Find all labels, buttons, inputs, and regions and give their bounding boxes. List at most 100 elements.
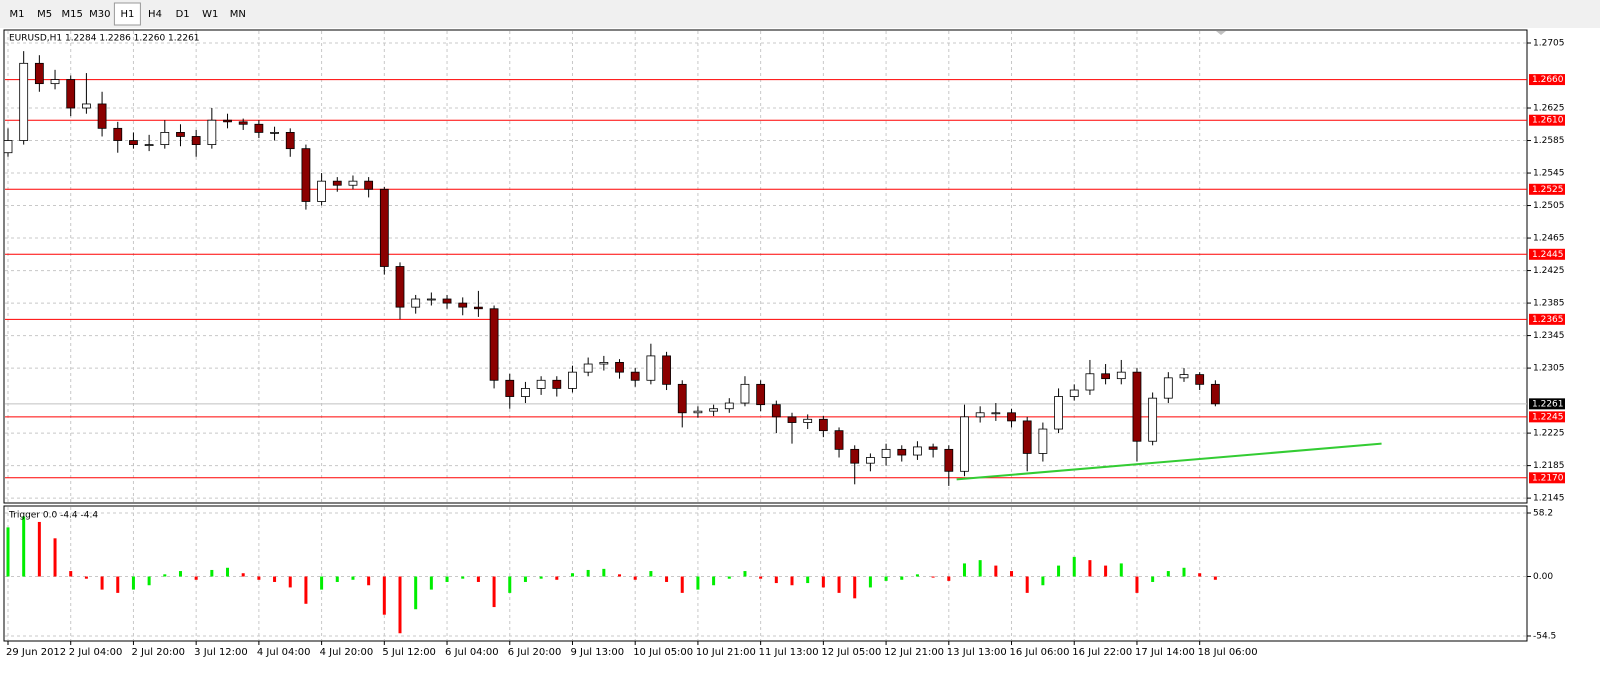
y-tick-label: 1.2465 (1533, 234, 1565, 244)
level-label-bg (1529, 411, 1565, 423)
histogram-bar (445, 576, 449, 582)
histogram-bar (633, 576, 637, 580)
candle-body (191, 136, 201, 145)
histogram-bar (100, 576, 104, 590)
timeframe-label[interactable]: W1 (202, 9, 218, 20)
candle-body (458, 302, 468, 308)
candle-body (285, 132, 295, 150)
candle-body (803, 418, 813, 423)
timeframe-label[interactable]: H4 (148, 9, 162, 20)
timeframe-label[interactable]: M5 (37, 9, 52, 20)
candle-body (505, 379, 515, 397)
candle-body (834, 430, 844, 450)
y-tick-label: 1.2425 (1533, 266, 1565, 276)
histogram-bar (1104, 565, 1108, 577)
candle-body (1085, 373, 1095, 391)
histogram-bar (1119, 563, 1123, 577)
candle-body (1007, 412, 1016, 422)
y-tick-label: -54.5 (1533, 631, 1556, 641)
timeframe-button[interactable] (197, 3, 224, 25)
candle-body (270, 132, 279, 134)
candle-body (1148, 397, 1158, 442)
timeframe-label[interactable]: M15 (62, 9, 83, 20)
histogram-bar (837, 576, 841, 593)
histogram-bar (210, 569, 214, 577)
candle-body (521, 388, 530, 397)
timeframe-button[interactable] (31, 3, 58, 25)
timeframe-button[interactable] (142, 3, 168, 25)
candle-body (348, 180, 358, 186)
candle-body (379, 188, 389, 267)
x-tick-label: 6 Jul 04:00 (445, 647, 499, 658)
histogram-bar (586, 569, 590, 577)
timeframe-label[interactable]: D1 (176, 9, 190, 20)
candle-body (1116, 371, 1126, 380)
timeframe-button[interactable] (113, 2, 141, 26)
candle-body (552, 379, 562, 389)
timeframe-button[interactable] (86, 3, 113, 25)
candle-body (615, 362, 624, 373)
timeframe-button[interactable] (4, 3, 30, 25)
histogram-bar (868, 576, 872, 588)
timeframe-label[interactable]: MN (230, 9, 246, 20)
x-tick-label: 6 Jul 20:00 (508, 647, 562, 658)
candle-body (3, 140, 13, 154)
histogram-bar (147, 576, 151, 586)
candle-body (740, 383, 750, 404)
histogram-bar (1088, 560, 1092, 577)
timeframe-button[interactable] (224, 3, 251, 25)
histogram-bar (1151, 576, 1155, 582)
candle-body (709, 408, 718, 412)
histogram-bar (853, 576, 857, 599)
candle-body (364, 180, 374, 190)
candle-body (34, 62, 44, 85)
candle-body (50, 79, 60, 85)
timeframe-label[interactable]: M1 (10, 9, 25, 20)
histogram-bar (84, 576, 88, 579)
candle-body (489, 308, 499, 381)
histogram-bar (743, 571, 747, 577)
y-tick-label: 1.2545 (1533, 169, 1565, 179)
histogram-bar (915, 574, 919, 577)
candle-body (97, 103, 107, 129)
x-tick-label: 13 Jul 13:00 (947, 647, 1007, 658)
x-tick-label: 12 Jul 21:00 (884, 647, 944, 658)
histogram-bar (273, 576, 277, 582)
candle-body (536, 379, 546, 389)
histogram-bar (665, 576, 669, 582)
x-tick-label: 16 Jul 22:00 (1072, 647, 1132, 658)
level-label: 1.2245 (1532, 412, 1564, 422)
histogram-bar (1025, 576, 1029, 593)
histogram-bar (351, 576, 355, 580)
histogram-bar (806, 576, 810, 584)
y-tick-label: 1.2345 (1533, 331, 1565, 341)
candle-body (301, 148, 311, 202)
histogram-bar (774, 576, 778, 584)
x-tick-label: 9 Jul 13:00 (570, 647, 624, 658)
histogram-bar (304, 576, 308, 604)
candle-body (850, 448, 860, 464)
timeframe-button[interactable] (59, 3, 86, 25)
timeframe-label[interactable]: H1 (120, 9, 134, 20)
candle-body (395, 266, 405, 308)
timeframe-button[interactable] (169, 3, 196, 25)
candle-body (756, 383, 766, 406)
candle-body (66, 79, 76, 109)
timeframe-label[interactable]: M30 (89, 9, 110, 20)
main-panel (3, 29, 1528, 504)
trendline (956, 442, 1382, 481)
histogram-bar (790, 576, 794, 586)
level-label: 1.2445 (1532, 250, 1564, 260)
y-tick-label: 1.2185 (1533, 461, 1565, 471)
x-tick-label: 4 Jul 04:00 (257, 647, 311, 658)
level-label: 1.2660 (1532, 75, 1564, 85)
candle-body (630, 371, 640, 381)
candle-body (991, 412, 1001, 415)
candle-body (818, 418, 828, 432)
candle-body (960, 416, 969, 472)
y-tick-label: 1.2625 (1533, 104, 1565, 114)
current-price-label: 1.2261 (1532, 399, 1564, 409)
x-tick-label: 11 Jul 13:00 (759, 647, 819, 658)
candle-body (928, 446, 938, 450)
candle-body (442, 298, 452, 304)
